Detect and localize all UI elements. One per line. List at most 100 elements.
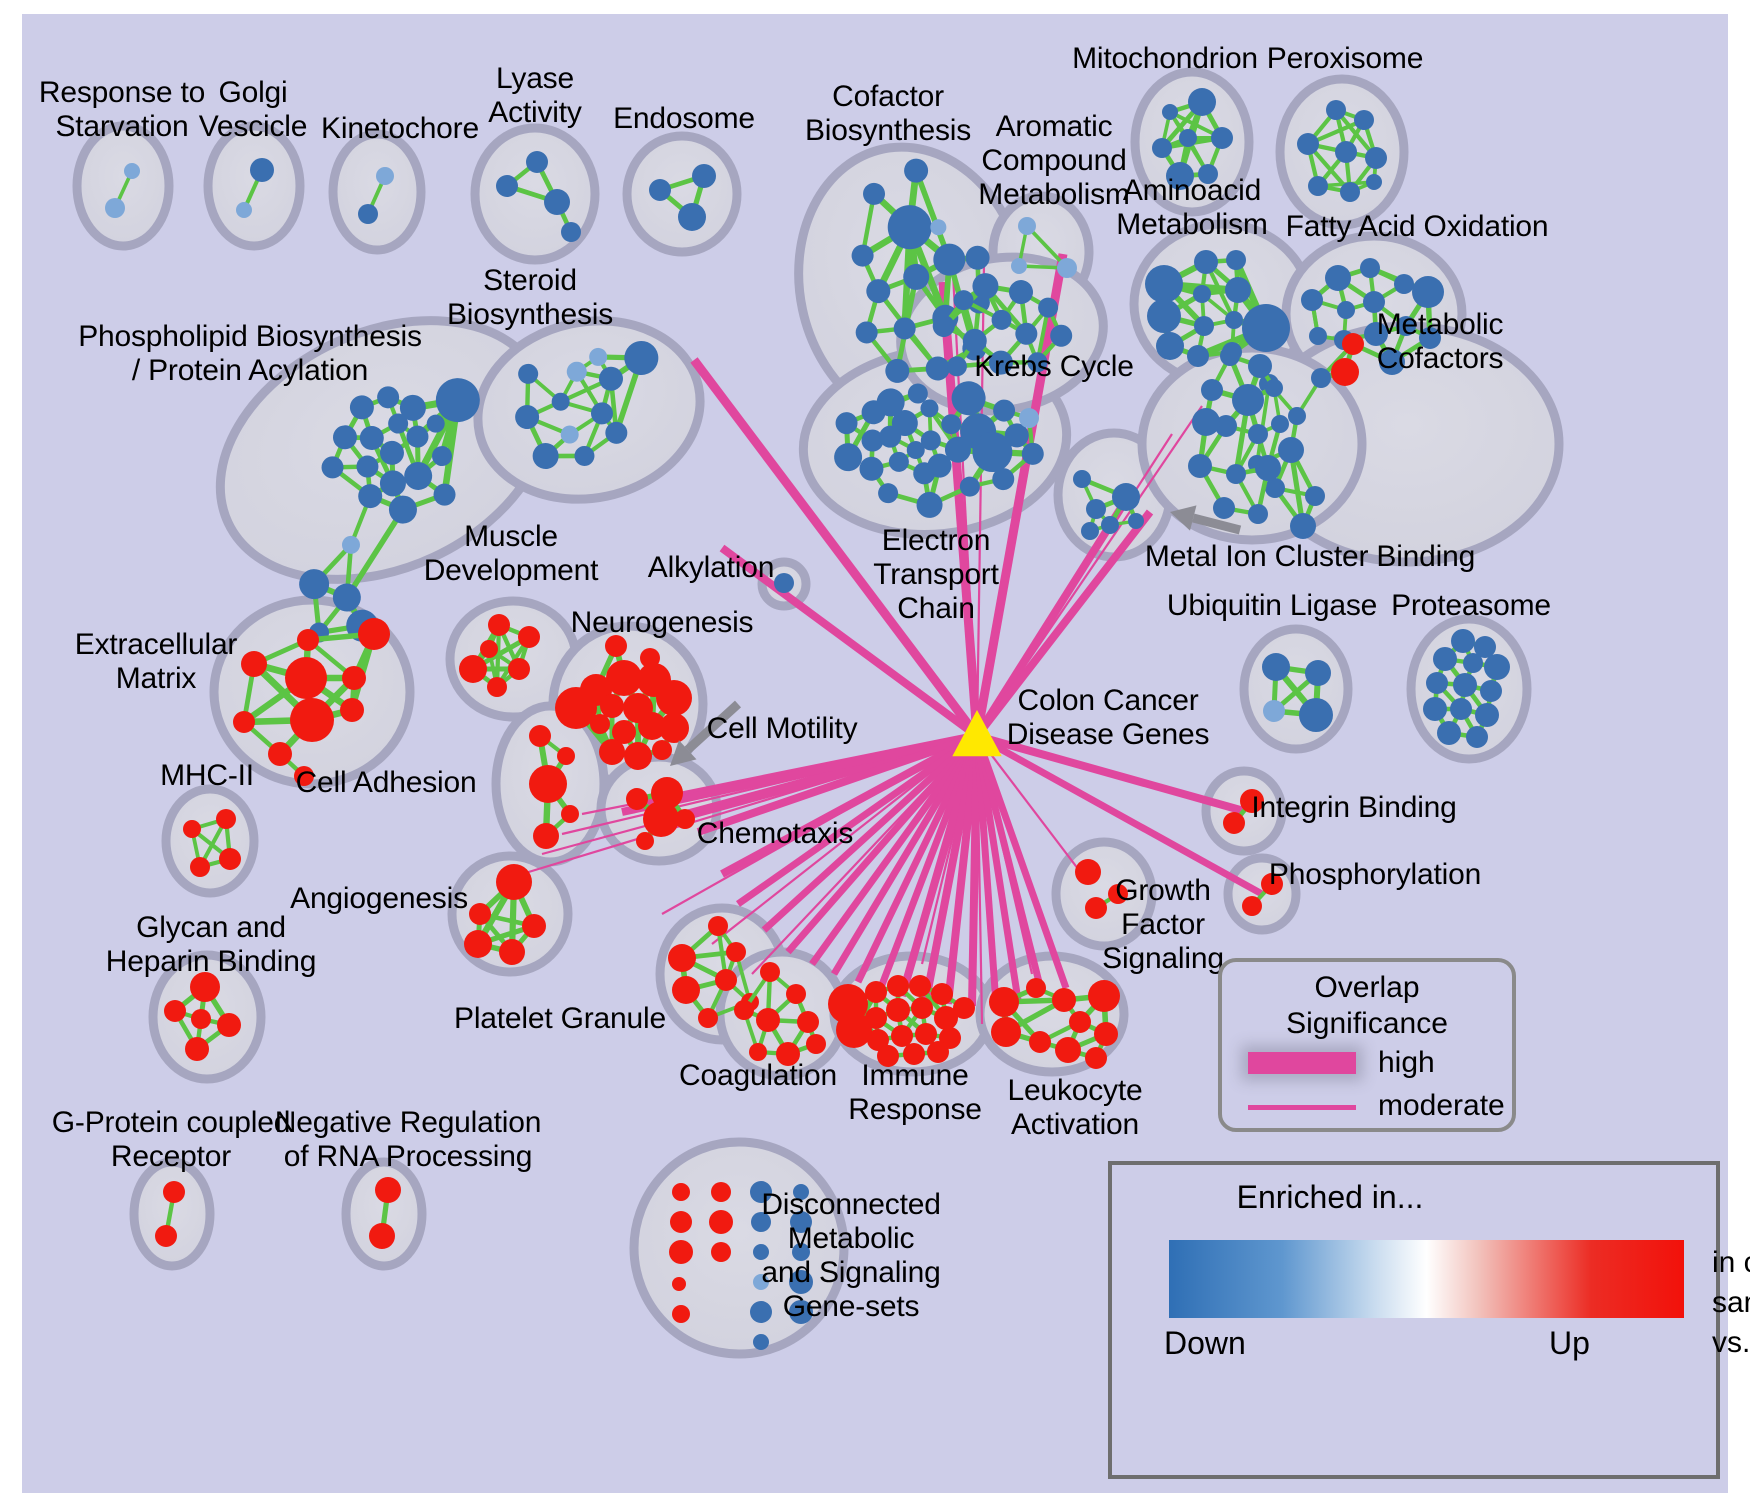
gene-set-node[interactable] <box>1075 859 1101 885</box>
gene-set-node[interactable] <box>533 823 559 849</box>
gene-set-node[interactable] <box>1290 513 1316 539</box>
gene-set-node[interactable] <box>1242 896 1262 916</box>
gene-set-node[interactable] <box>217 1013 241 1037</box>
gene-set-node[interactable] <box>518 626 540 648</box>
gene-set-node[interactable] <box>861 181 887 207</box>
gene-set-node[interactable] <box>749 1043 767 1061</box>
gene-set-node[interactable] <box>516 362 540 386</box>
gene-set-node[interactable] <box>488 614 510 636</box>
gene-set-node[interactable] <box>429 371 487 429</box>
gene-set-node[interactable] <box>734 1000 754 1020</box>
gene-set-node[interactable] <box>358 618 390 650</box>
gene-set-node[interactable] <box>1365 147 1387 169</box>
gene-set-node[interactable] <box>1055 1037 1081 1063</box>
gene-set-node[interactable] <box>901 262 932 293</box>
gene-set-node[interactable] <box>751 1212 771 1232</box>
gene-set-node[interactable] <box>1073 470 1091 488</box>
gene-set-node[interactable] <box>1335 141 1357 163</box>
gene-set-node[interactable] <box>1412 276 1444 308</box>
gene-set-node[interactable] <box>991 467 1015 491</box>
gene-set-node[interactable] <box>1364 322 1388 346</box>
gene-set-node[interactable] <box>1226 250 1246 270</box>
gene-set-node[interactable] <box>508 658 530 680</box>
gene-set-node[interactable] <box>909 975 931 997</box>
gene-set-node[interactable] <box>1337 301 1355 319</box>
gene-set-node[interactable] <box>1088 980 1120 1012</box>
gene-set-node[interactable] <box>1128 513 1144 529</box>
gene-set-node[interactable] <box>1301 289 1323 311</box>
gene-set-node[interactable] <box>290 698 334 742</box>
gene-set-node[interactable] <box>219 848 241 870</box>
gene-set-node[interactable] <box>1108 884 1128 904</box>
gene-set-node[interactable] <box>1326 100 1346 120</box>
gene-set-node[interactable] <box>340 698 364 722</box>
gene-set-node[interactable] <box>1194 250 1218 274</box>
gene-set-node[interactable] <box>376 466 411 501</box>
gene-set-node[interactable] <box>353 452 382 481</box>
gene-set-node[interactable] <box>1305 486 1325 506</box>
gene-set-node[interactable] <box>1211 127 1233 149</box>
gene-set-node[interactable] <box>354 480 386 512</box>
gene-set-node[interactable] <box>1094 1022 1118 1046</box>
gene-set-node[interactable] <box>1342 333 1364 355</box>
gene-set-node[interactable] <box>952 289 975 312</box>
gene-set-node[interactable] <box>891 1025 913 1047</box>
gene-set-node[interactable] <box>1069 1011 1091 1033</box>
gene-set-node[interactable] <box>268 742 292 766</box>
gene-set-node[interactable] <box>915 1023 937 1045</box>
gene-set-node[interactable] <box>1426 672 1448 694</box>
gene-set-node[interactable] <box>884 201 936 253</box>
gene-set-node[interactable] <box>961 327 989 355</box>
gene-set-node[interactable] <box>931 983 953 1005</box>
gene-set-node[interactable] <box>1419 327 1441 349</box>
gene-set-node[interactable] <box>638 712 666 740</box>
gene-set-node[interactable] <box>753 1274 769 1290</box>
gene-set-node[interactable] <box>429 443 456 470</box>
gene-set-node[interactable] <box>850 243 876 269</box>
gene-set-node[interactable] <box>185 1037 209 1061</box>
gene-set-node[interactable] <box>926 452 952 478</box>
gene-set-node[interactable] <box>342 666 366 690</box>
gene-set-node[interactable] <box>573 444 597 468</box>
gene-set-node[interactable] <box>1223 812 1245 834</box>
gene-set-node[interactable] <box>1081 522 1099 540</box>
gene-set-node[interactable] <box>1215 415 1237 437</box>
gene-set-node[interactable] <box>1018 407 1040 429</box>
gene-set-node[interactable] <box>1192 408 1220 436</box>
gene-set-node[interactable] <box>1360 258 1380 278</box>
gene-set-node[interactable] <box>1193 285 1211 303</box>
gene-set-node[interactable] <box>561 222 581 242</box>
gene-set-node[interactable] <box>105 198 125 218</box>
gene-set-node[interactable] <box>297 629 319 651</box>
gene-set-node[interactable] <box>833 442 864 473</box>
gene-set-node[interactable] <box>374 383 403 412</box>
gene-set-node[interactable] <box>1474 636 1496 658</box>
gene-set-node[interactable] <box>1394 274 1414 294</box>
gene-set-node[interactable] <box>678 203 706 231</box>
gene-set-node[interactable] <box>726 942 746 962</box>
gene-set-node[interactable] <box>659 713 689 743</box>
gene-set-node[interactable] <box>1354 110 1374 130</box>
gene-set-node[interactable] <box>1226 464 1246 484</box>
gene-set-node[interactable] <box>530 441 561 472</box>
gene-set-node[interactable] <box>987 349 1015 377</box>
gene-set-node[interactable] <box>496 864 532 900</box>
gene-set-node[interactable] <box>911 997 933 1019</box>
gene-set-node[interactable] <box>1225 277 1251 303</box>
gene-set-node[interactable] <box>970 430 1014 474</box>
gene-set-node[interactable] <box>836 1012 872 1048</box>
gene-set-node[interactable] <box>970 271 1000 301</box>
gene-set-node[interactable] <box>1029 1031 1051 1053</box>
gene-set-node[interactable] <box>1340 182 1360 202</box>
gene-set-node[interactable] <box>329 421 361 453</box>
gene-set-node[interactable] <box>649 179 671 201</box>
gene-set-node[interactable] <box>903 1043 925 1065</box>
gene-set-node[interactable] <box>606 660 642 696</box>
gene-set-node[interactable] <box>1198 164 1218 184</box>
gene-set-node[interactable] <box>915 491 944 520</box>
gene-set-node[interactable] <box>346 391 378 423</box>
gene-set-node[interactable] <box>786 984 806 1004</box>
gene-set-node[interactable] <box>1363 291 1385 313</box>
gene-set-node[interactable] <box>672 976 700 1004</box>
gene-set-node[interactable] <box>867 1029 889 1051</box>
